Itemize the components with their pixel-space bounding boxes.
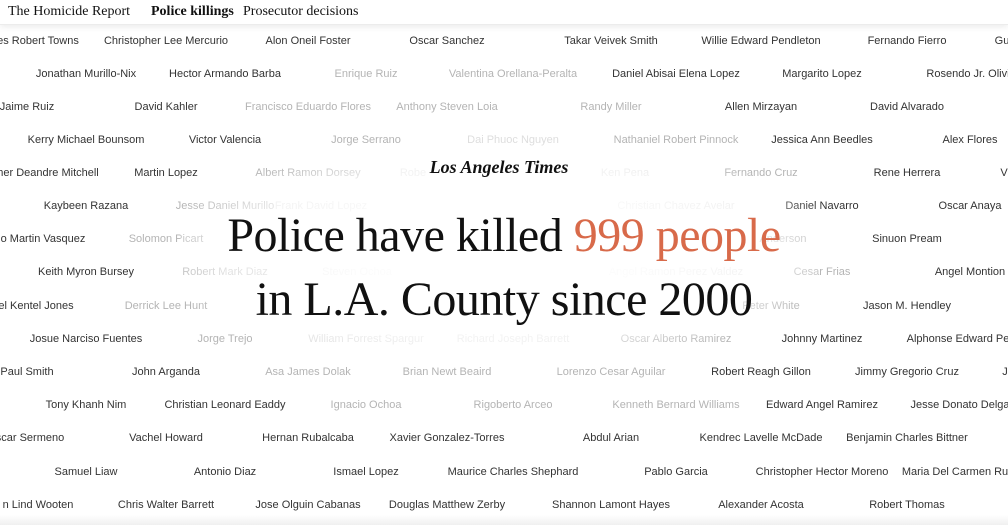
- victim-name[interactable]: Jesse Donato Delga: [910, 399, 1008, 411]
- victim-name[interactable]: Alexander Acosta: [718, 499, 804, 511]
- victim-name[interactable]: Kerry Michael Bounsom: [27, 134, 145, 146]
- victim-name[interactable]: Robert Reagh Gillon: [711, 366, 811, 378]
- victim-name[interactable]: Xavier Gonzalez-Torres: [389, 432, 505, 444]
- victim-name[interactable]: Anthony Steven Loia: [396, 101, 498, 113]
- victim-name[interactable]: Maurice Charles Shephard: [447, 466, 579, 478]
- victim-name[interactable]: Rigoberto Arceo: [473, 399, 553, 411]
- victim-name[interactable]: Ignacio Ochoa: [330, 399, 402, 411]
- victim-name[interactable]: Enrique Ruiz: [334, 68, 398, 80]
- headline-line-2: in L.A. County since 2000: [255, 273, 753, 326]
- victim-name[interactable]: Kenneth Bernard Williams: [612, 399, 740, 411]
- victim-name[interactable]: Oscar Sanchez: [409, 35, 485, 47]
- headline-count: 999 people: [573, 209, 781, 262]
- victim-name[interactable]: Alphonse Edward Pe: [906, 333, 1008, 345]
- victim-name[interactable]: Vachel Howard: [129, 432, 203, 444]
- victim-name[interactable]: David Alvarado: [870, 101, 944, 113]
- victim-name[interactable]: Randy Miller: [580, 101, 642, 113]
- headline-line-1: Police have killed 999 people: [0, 208, 1008, 263]
- victim-name[interactable]: V: [1000, 167, 1008, 179]
- victim-name[interactable]: Maria Del Carmen Ru: [901, 466, 1008, 478]
- victim-name[interactable]: Lorenzo Cesar Aguilar: [556, 366, 666, 378]
- victim-name[interactable]: Willie Edward Pendleton: [701, 35, 821, 47]
- victim-name[interactable]: n Lind Wooten: [2, 499, 74, 511]
- victim-name[interactable]: Pablo Garcia: [644, 466, 708, 478]
- victim-name[interactable]: Jason M. Hendley: [862, 300, 952, 312]
- victim-name[interactable]: scar Sermeno: [0, 432, 65, 444]
- victim-name[interactable]: Brian Newt Beaird: [402, 366, 492, 378]
- victim-name[interactable]: Edward Angel Ramirez: [766, 399, 878, 411]
- victim-name[interactable]: Antonio Diaz: [193, 466, 257, 478]
- victim-name[interactable]: Christian Leonard Eaddy: [164, 399, 286, 411]
- victim-name[interactable]: Hector Armando Barba: [169, 68, 281, 80]
- victim-name[interactable]: Jonathan Murillo-Nix: [35, 68, 137, 80]
- victim-name[interactable]: Benjamin Charles Bittner: [846, 432, 968, 444]
- victim-name[interactable]: Alex Flores: [942, 134, 998, 146]
- victim-name[interactable]: Tony Khanh Nim: [45, 399, 127, 411]
- victim-name[interactable]: Shannon Lamont Hayes: [551, 499, 671, 511]
- victim-name[interactable]: Oscar Anaya: [938, 200, 1002, 212]
- victim-name[interactable]: Rene Herrera: [873, 167, 941, 179]
- victim-name[interactable]: Kaybeen Razana: [43, 200, 129, 212]
- victim-name[interactable]: Nathaniel Robert Pinnock: [613, 134, 739, 146]
- victim-name[interactable]: Christopher Hector Moreno: [755, 466, 889, 478]
- victim-name[interactable]: el Kentel Jones: [0, 300, 74, 312]
- victim-name[interactable]: Allen Mirzayan: [724, 101, 798, 113]
- victim-name[interactable]: Douglas Matthew Zerby: [388, 499, 506, 511]
- victim-name[interactable]: Jaime Ruiz: [0, 101, 55, 113]
- victim-name[interactable]: es Robert Towns: [0, 35, 79, 47]
- headline-prefix: Police have killed: [227, 209, 563, 262]
- victim-name[interactable]: Abdul Arian: [582, 432, 640, 444]
- nav-link-police-killings[interactable]: Police killings: [151, 4, 234, 19]
- victim-name[interactable]: Victor Valencia: [188, 134, 262, 146]
- nav-link-homicide-report[interactable]: The Homicide Report: [8, 4, 131, 19]
- victim-name[interactable]: Kendrec Lavelle McDade: [699, 432, 823, 444]
- victim-name[interactable]: Josue Narciso Fuentes: [29, 333, 143, 345]
- victim-name[interactable]: Paul Smith: [0, 366, 54, 378]
- victim-name[interactable]: Rosendo Jr. Olivi: [926, 68, 1008, 80]
- headline-veil: [180, 150, 820, 355]
- victim-name[interactable]: Gu: [994, 35, 1008, 47]
- publication-logo: Los Angeles Times: [429, 157, 569, 177]
- victim-name[interactable]: Samuel Liaw: [54, 466, 118, 478]
- victim-name[interactable]: Francisco Eduardo Flores: [245, 101, 371, 113]
- victim-name[interactable]: Jessica Ann Beedles: [771, 134, 873, 146]
- victim-name[interactable]: Valentina Orellana-Peralta: [448, 68, 578, 80]
- nav-link-prosecutor-decisions[interactable]: Prosecutor decisions: [243, 4, 359, 19]
- victim-name[interactable]: Chris Walter Barrett: [117, 499, 215, 511]
- victim-name[interactable]: Hernan Rubalcaba: [262, 432, 354, 444]
- victim-name[interactable]: Keith Myron Bursey: [38, 266, 134, 278]
- victim-name[interactable]: Jose Olguin Cabanas: [255, 499, 361, 511]
- victim-name[interactable]: John Arganda: [132, 366, 200, 378]
- victim-name[interactable]: David Kahler: [134, 101, 198, 113]
- victim-name[interactable]: Sinuon Pream: [872, 233, 942, 245]
- victim-name[interactable]: Alon Oneil Foster: [265, 35, 351, 47]
- top-navigation: The Homicide Report Police killings Pros…: [0, 0, 1008, 25]
- victim-name[interactable]: Dai Phuoc Nguyen: [467, 134, 559, 146]
- victim-name[interactable]: Christopher Lee Mercurio: [103, 35, 229, 47]
- victim-name[interactable]: Ismael Lopez: [333, 466, 399, 478]
- victim-name[interactable]: o Martin Vasquez: [0, 233, 86, 245]
- victim-name[interactable]: Robert Thomas: [869, 499, 945, 511]
- victim-name[interactable]: Margarito Lopez: [782, 68, 862, 80]
- bottom-fade: [0, 515, 1008, 525]
- victim-name[interactable]: Jimmy Gregorio Cruz: [855, 366, 959, 378]
- victim-name[interactable]: Takar Veivek Smith: [564, 35, 658, 47]
- victim-name[interactable]: Asa James Dolak: [265, 366, 351, 378]
- victim-name[interactable]: J: [1002, 366, 1008, 378]
- victim-name[interactable]: Angel Montion: [934, 266, 1006, 278]
- victim-name[interactable]: Jorge Serrano: [331, 134, 401, 146]
- victim-name[interactable]: Fernando Fierro: [867, 35, 947, 47]
- victim-name[interactable]: her Deandre Mitchell: [0, 167, 99, 179]
- victim-name[interactable]: Daniel Abisai Elena Lopez: [612, 68, 740, 80]
